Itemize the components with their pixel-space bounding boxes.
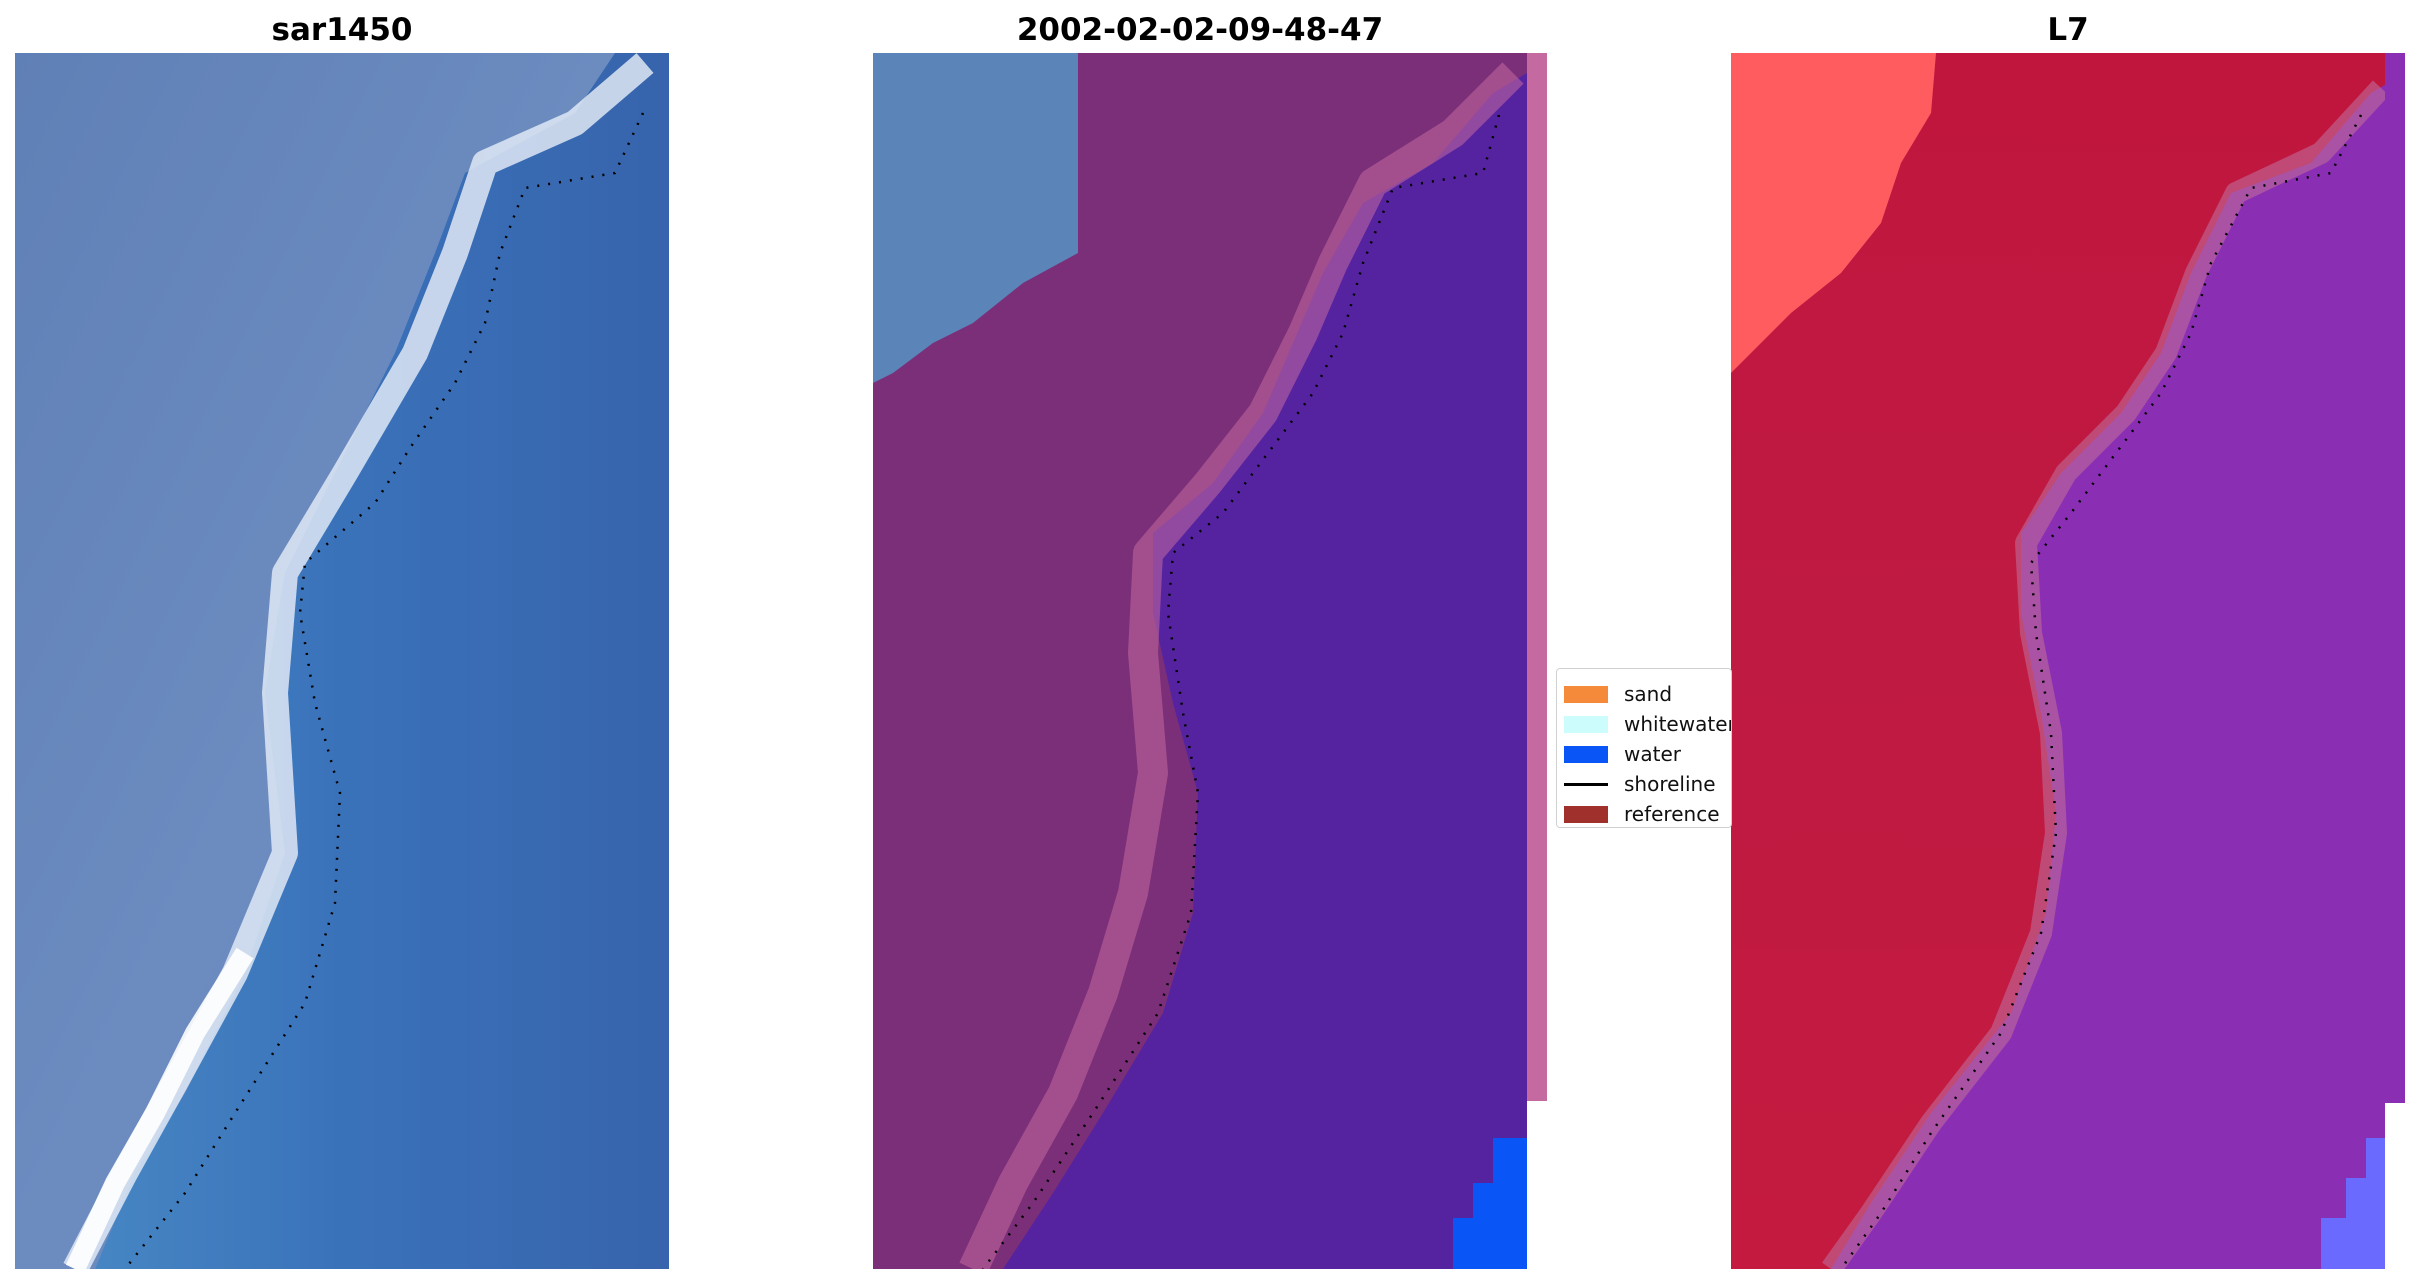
rgb-image [15, 53, 669, 1269]
rgb-surf-bright [65, 947, 254, 1269]
whitewater-swatch [1564, 715, 1608, 733]
class-land-area [873, 53, 1527, 1269]
panel-title-date: 2002-02-02-09-48-47 [1016, 12, 1384, 48]
l7-right-strip [2385, 53, 2405, 1103]
class-rgb-corner [873, 53, 1078, 383]
legend-label-whitewater: whitewater [1624, 712, 1732, 736]
rgb-image-panel [15, 53, 669, 1269]
l7-image-panel [1731, 53, 2405, 1269]
panel-title-l7: L7 [2047, 12, 2089, 48]
shoreline-line-swatch [1564, 782, 1608, 786]
legend: sand whitewater water shoreline referenc… [1556, 668, 1732, 828]
class-edge-band [959, 62, 1524, 1269]
legend-item-reference: reference [1557, 800, 1731, 827]
legend-label-water: water [1624, 742, 1681, 766]
legend-label-shoreline: shoreline [1624, 772, 1716, 796]
class-right-strip [1527, 53, 1547, 1101]
reference-swatch [1564, 805, 1608, 823]
classification-panel [873, 53, 1547, 1269]
legend-label-sand: sand [1624, 682, 1673, 706]
legend-item-shoreline: shoreline [1557, 770, 1731, 798]
legend-item-sand: sand [1557, 680, 1731, 708]
l7-right-strip-blank [2385, 1103, 2405, 1269]
rgb-land-area [15, 53, 615, 1269]
sand-swatch [1564, 685, 1608, 703]
l7-land-area [1731, 53, 2405, 1269]
panel-title-sar1450: sar1450 [271, 12, 413, 48]
classification-image [873, 53, 1547, 1269]
l7-edge-band [1822, 80, 2390, 1269]
legend-item-whitewater: whitewater [1557, 710, 1732, 738]
class-right-strip-blank [1527, 1101, 1547, 1269]
legend-label-reference: reference [1624, 802, 1720, 826]
l7-sea-blue [2321, 1138, 2385, 1269]
l7-image [1731, 53, 2405, 1269]
legend-item-water: water [1557, 740, 1731, 768]
l7-light-corner [1731, 53, 1936, 373]
class-sea-blue [1453, 1138, 1527, 1269]
water-swatch [1564, 745, 1608, 763]
